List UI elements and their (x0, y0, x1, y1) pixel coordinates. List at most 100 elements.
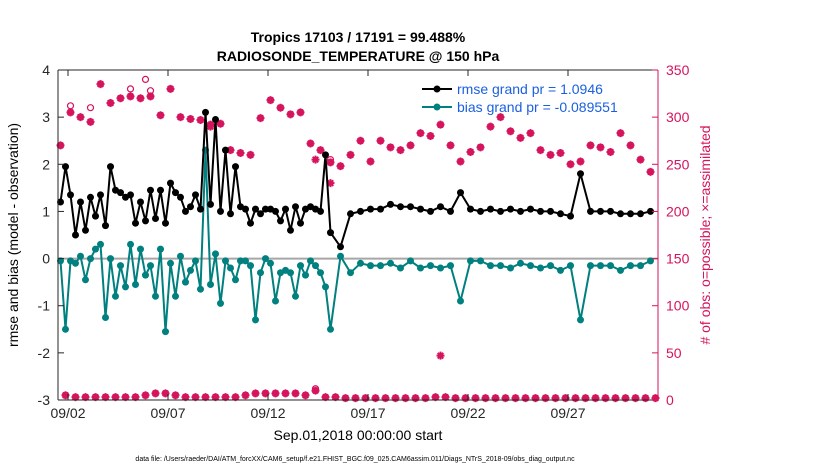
rmse-point (177, 193, 184, 201)
obs-assimilated-point (166, 84, 175, 93)
rmse-point (297, 219, 304, 227)
obs-assimilated-point (351, 394, 360, 403)
bias-point (537, 264, 544, 272)
obs-assimilated-point (231, 393, 240, 402)
rmse-point (132, 219, 139, 227)
legend-rmse-label: rmse grand pr = 1.0946 (457, 81, 603, 97)
obs-assimilated-point (521, 394, 530, 403)
obs-assimilated-point (551, 394, 560, 403)
rmse-point (257, 210, 264, 218)
bias-point (387, 259, 394, 267)
left-y-axis-label: rmse and bias (model - observation) (5, 123, 21, 347)
bias-point (197, 285, 204, 293)
bias-point (427, 262, 434, 270)
obs-assimilated-point (276, 103, 285, 112)
rmse-point (337, 243, 344, 251)
obs-assimilated-point (141, 391, 150, 400)
bias-point (127, 240, 134, 248)
bias-point (377, 262, 384, 270)
obs-assimilated-point (171, 391, 180, 400)
obs-assimilated-point (316, 146, 325, 155)
left-y-tick-label: 4 (42, 62, 50, 78)
bias-point (312, 262, 319, 270)
bias-series (57, 146, 654, 336)
obs-assimilated-point (651, 394, 660, 403)
bias-point (137, 245, 144, 253)
bias-point (497, 262, 504, 270)
rmse-point (597, 207, 604, 215)
bias-point (57, 257, 64, 265)
obs-assimilated-point (286, 110, 295, 119)
obs-assimilated-point (511, 394, 520, 403)
obs-assimilated-point (571, 394, 580, 403)
rmse-point (117, 189, 124, 197)
obs-assimilated-point (136, 94, 145, 103)
obs-assimilated-point (106, 99, 115, 107)
obs-assimilated-point (596, 143, 605, 152)
right-y-tick-label: 300 (666, 109, 690, 125)
rmse-point (142, 217, 149, 225)
obs-assimilated-point (456, 157, 465, 166)
rmse-point (317, 207, 324, 215)
obs-assimilated-point (421, 394, 430, 403)
obs-assimilated-point (411, 394, 420, 403)
bias-point (317, 269, 324, 277)
rmse-point (437, 203, 444, 211)
obs-assimilated-point (496, 113, 505, 122)
bias-point (267, 259, 274, 267)
bias-point (237, 257, 244, 265)
bias-point (142, 271, 149, 279)
obs-assimilated-point (61, 391, 70, 400)
rmse-point (72, 231, 79, 239)
bias-point (227, 264, 234, 272)
left-y-tick-label: 3 (42, 109, 50, 125)
rmse-point (87, 193, 94, 201)
bias-point (287, 269, 294, 277)
obs-assimilated-point (426, 132, 435, 140)
obs-assimilated-point (151, 389, 160, 398)
obs-assimilated-point (116, 94, 125, 103)
obs-assimilated-point (431, 393, 440, 402)
obs-assimilated-point (461, 394, 470, 403)
rmse-point (197, 205, 204, 213)
rmse-point (272, 207, 279, 215)
rmse-point (457, 189, 464, 197)
obs-assimilated-point (446, 141, 455, 150)
left-y-tick-label: 2 (42, 156, 50, 172)
right-y-tick-label: 350 (666, 62, 690, 78)
rmse-point (282, 205, 289, 213)
rmse-point (67, 191, 74, 199)
rmse-point (617, 210, 624, 218)
obs-assimilated-point (321, 393, 330, 402)
rmse-point (127, 191, 134, 199)
obs-assimilated-point (341, 394, 350, 403)
bias-point (207, 281, 214, 288)
rmse-point (187, 203, 194, 211)
obs-assimilated-point (226, 146, 235, 155)
obs-assimilated-point (206, 122, 215, 131)
rmse-point (277, 217, 284, 225)
obs-assimilated-point (606, 148, 615, 157)
rmse-point (397, 203, 404, 211)
bias-point (122, 283, 129, 291)
obs-assimilated-point (531, 394, 540, 403)
bias-point (272, 297, 279, 305)
rmse-point (232, 163, 239, 171)
obs-assimilated-point (331, 393, 340, 402)
bias-point (487, 262, 494, 270)
rmse-point (577, 170, 584, 178)
obs-assimilated-point (121, 393, 130, 402)
obs-assimilated-point (96, 80, 105, 89)
rmse-point (467, 205, 474, 213)
plot-area (58, 70, 658, 400)
bias-point (177, 252, 184, 260)
bias-point (152, 292, 159, 300)
rmse-point (497, 207, 504, 215)
bias-point (257, 269, 264, 277)
rmse-point (77, 198, 84, 206)
bias-point (367, 262, 374, 270)
bias-point (307, 257, 314, 265)
legend-bias-label: bias grand pr = -0.089551 (457, 99, 618, 115)
right-y-tick-label: 150 (666, 251, 690, 267)
obs-assimilated-point (256, 114, 265, 123)
